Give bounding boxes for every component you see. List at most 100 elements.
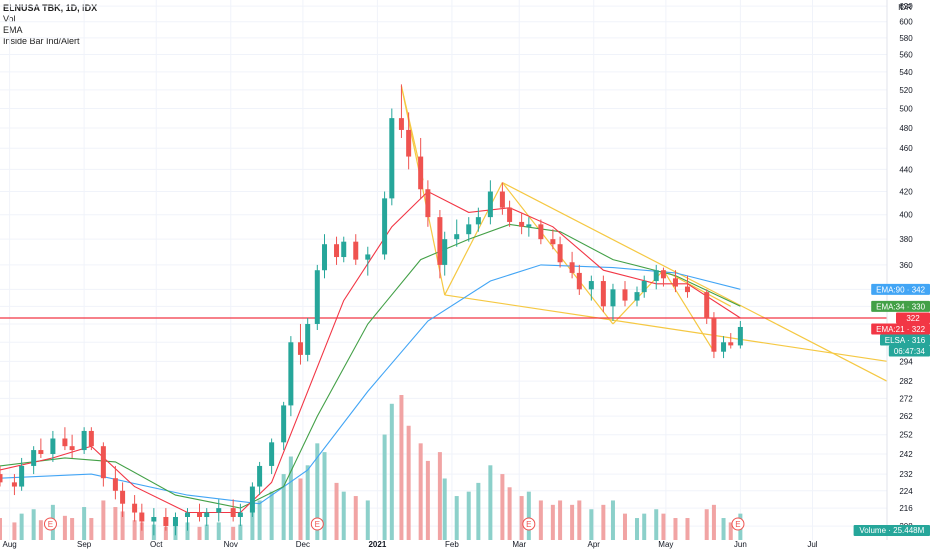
candle-body[interactable]	[257, 465, 263, 487]
candle-body[interactable]	[50, 438, 56, 454]
candle-body[interactable]	[297, 342, 303, 355]
candle-body[interactable]	[576, 272, 582, 290]
candle-body[interactable]	[237, 512, 243, 517]
candle-body[interactable]	[425, 189, 431, 218]
earnings-marker-label: E	[735, 520, 740, 529]
price-tag[interactable]	[880, 334, 930, 346]
volume-bar	[570, 504, 575, 540]
candle-body[interactable]	[557, 244, 563, 263]
candle-body[interactable]	[151, 516, 157, 522]
candle-body[interactable]	[305, 323, 311, 355]
volume-bar	[711, 504, 716, 540]
candle-body[interactable]	[204, 512, 210, 517]
volume-bar	[353, 496, 358, 540]
candle-body[interactable]	[365, 254, 371, 260]
candle-body[interactable]	[728, 342, 734, 346]
candle-body[interactable]	[139, 512, 145, 522]
candle-body[interactable]	[230, 508, 236, 517]
y-tick-label: 560	[899, 51, 913, 60]
candle-body[interactable]	[704, 292, 710, 319]
candle-body[interactable]	[112, 478, 118, 491]
candle-body[interactable]	[684, 286, 690, 293]
candle-body[interactable]	[31, 450, 37, 466]
candle-body[interactable]	[172, 516, 178, 527]
legend-symbol-title[interactable]: ELNUSA TBK, 1D, IDX	[3, 3, 98, 13]
candle-body[interactable]	[437, 217, 443, 265]
candle-body[interactable]	[184, 512, 190, 517]
candle-body[interactable]	[88, 430, 94, 447]
candle-body[interactable]	[737, 326, 743, 346]
earnings-marker[interactable]	[522, 517, 536, 531]
price-tag[interactable]	[871, 283, 930, 295]
candle-body[interactable]	[622, 289, 628, 301]
candle-body[interactable]	[100, 446, 106, 479]
candle-body[interactable]	[11, 482, 17, 487]
candle-body[interactable]	[0, 474, 3, 483]
candle-body[interactable]	[81, 430, 87, 451]
candle-body[interactable]	[216, 508, 222, 513]
candle-body[interactable]	[418, 156, 424, 190]
legend-ema[interactable]: EMA	[3, 25, 23, 35]
candle-body[interactable]	[507, 207, 513, 222]
candle-body[interactable]	[269, 442, 275, 466]
volume-bar	[334, 482, 339, 540]
candle-body[interactable]	[249, 486, 255, 513]
volume-bar	[113, 507, 118, 540]
volume-bar	[250, 509, 255, 540]
price-tag[interactable]	[871, 300, 930, 312]
candle-body[interactable]	[406, 129, 412, 157]
candle-body[interactable]	[672, 278, 678, 287]
candle-body[interactable]	[120, 490, 126, 504]
candle-body[interactable]	[281, 405, 287, 443]
volume-bar	[425, 460, 430, 540]
candle-body[interactable]	[334, 244, 340, 258]
candle-body[interactable]	[499, 191, 505, 208]
candle-body[interactable]	[487, 191, 493, 218]
volume-bar	[101, 500, 106, 540]
price-tag[interactable]	[888, 345, 930, 357]
candle-body[interactable]	[550, 239, 556, 245]
candle-body[interactable]	[538, 224, 544, 240]
candle-body[interactable]	[588, 281, 594, 290]
candle-body[interactable]	[322, 244, 328, 271]
candle-body[interactable]	[132, 503, 138, 513]
candle-body[interactable]	[454, 234, 460, 240]
candle-body[interactable]	[19, 465, 25, 487]
candle-body[interactable]	[653, 270, 659, 282]
price-tag[interactable]	[896, 312, 930, 324]
candle-body[interactable]	[711, 318, 717, 352]
candle-body[interactable]	[288, 342, 294, 406]
earnings-marker[interactable]	[731, 517, 745, 531]
candle-body[interactable]	[660, 270, 666, 279]
volume-tag[interactable]	[853, 525, 930, 536]
candle-body[interactable]	[721, 342, 727, 352]
candle-body[interactable]	[466, 224, 472, 235]
candle-body[interactable]	[341, 241, 347, 258]
candle-body[interactable]	[526, 224, 532, 227]
candle-body[interactable]	[382, 198, 388, 255]
price-tag[interactable]	[871, 323, 930, 335]
candle-body[interactable]	[353, 241, 359, 260]
candle-body[interactable]	[442, 239, 448, 265]
candle-body[interactable]	[634, 292, 640, 301]
volume-bar	[281, 474, 286, 540]
candle-body[interactable]	[163, 516, 169, 527]
candle-body[interactable]	[610, 289, 616, 307]
candle-body[interactable]	[569, 262, 575, 273]
earnings-marker[interactable]	[43, 517, 57, 531]
candle-body[interactable]	[62, 438, 68, 447]
candle-body[interactable]	[197, 512, 203, 517]
candle-body[interactable]	[641, 281, 647, 293]
earnings-marker[interactable]	[310, 517, 324, 531]
candle-body[interactable]	[69, 446, 75, 451]
candle-body[interactable]	[38, 450, 44, 454]
legend-inside-bar[interactable]: Inside Bar Ind/Alert	[3, 36, 80, 46]
candle-body[interactable]	[398, 118, 404, 130]
volume-bar	[89, 518, 94, 540]
candle-body[interactable]	[600, 281, 606, 307]
candle-body[interactable]	[314, 270, 320, 324]
candle-body[interactable]	[475, 217, 481, 225]
candle-body[interactable]	[519, 221, 525, 227]
candle-body[interactable]	[389, 118, 395, 199]
